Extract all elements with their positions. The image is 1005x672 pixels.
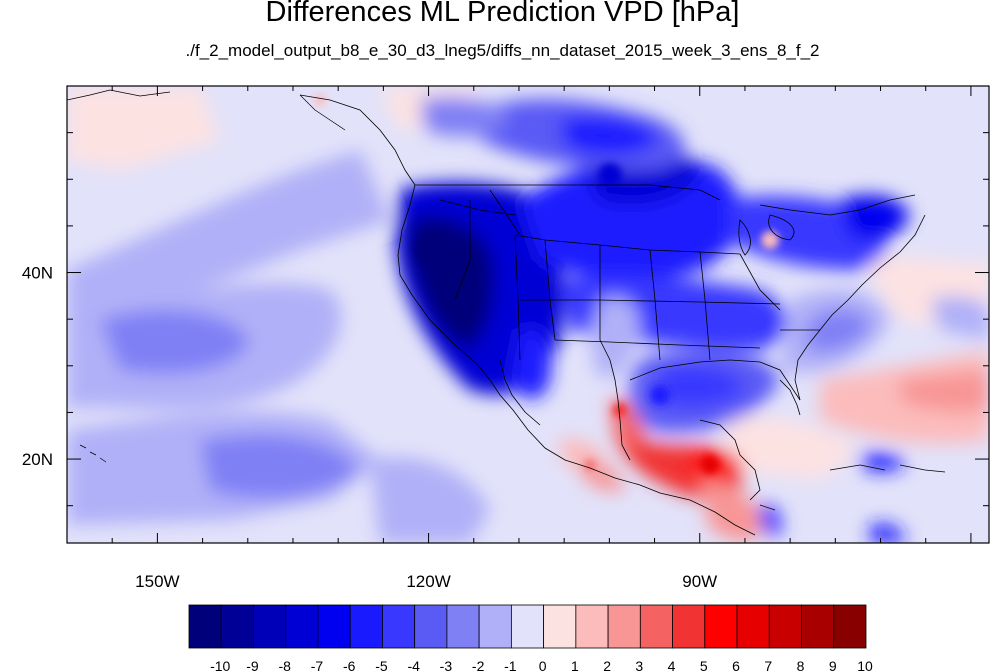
map-field — [67, 86, 989, 543]
colorbar-label: -3 — [440, 658, 453, 672]
colorbar-label: -2 — [472, 658, 485, 672]
colorbar-label: -6 — [343, 658, 356, 672]
colorbar-box — [768, 604, 802, 649]
colorbar-box — [704, 604, 738, 649]
colorbar-label: -7 — [311, 658, 324, 672]
colorbar-label: 1 — [571, 658, 579, 672]
colorbar-box — [543, 604, 577, 649]
coastlines — [299, 94, 926, 536]
map-subtitle: ./f_2_model_output_b8_e_30_d3_lneg5/diff… — [185, 41, 820, 60]
colorbar-box — [446, 604, 480, 649]
colorbar-label: 7 — [764, 658, 772, 672]
lon-tick-label: 150W — [135, 572, 179, 591]
colorbar-box — [672, 604, 706, 649]
islands — [67, 89, 946, 511]
colorbar-label: 6 — [732, 658, 740, 672]
colorbar-box — [575, 604, 609, 649]
colorbar-label: 5 — [700, 658, 708, 672]
colorbar-box — [253, 604, 287, 649]
map-title: Differences ML Prediction VPD [hPa] — [265, 0, 740, 28]
colorbar-label: -4 — [407, 658, 420, 672]
colorbar-label: -1 — [504, 658, 517, 672]
map-frame — [66, 85, 990, 544]
colorbar-box — [220, 604, 254, 649]
colorbar — [188, 604, 867, 649]
colorbar-box — [801, 604, 835, 649]
colorbar-label: 10 — [857, 658, 873, 672]
colorbar-label: 0 — [539, 658, 547, 672]
colorbar-box — [833, 604, 867, 649]
colorbar-label: 2 — [603, 658, 611, 672]
lon-tick-label: 120W — [406, 572, 450, 591]
colorbar-box — [478, 604, 512, 649]
colorbar-box — [639, 604, 673, 649]
colorbar-label: 8 — [797, 658, 805, 672]
colorbar-box — [736, 604, 770, 649]
colorbar-box — [188, 604, 222, 649]
colorbar-label: -9 — [246, 658, 259, 672]
colorbar-box — [382, 604, 416, 649]
colorbar-box — [285, 604, 319, 649]
colorbar-box — [349, 604, 383, 649]
lon-tick-label: 90W — [682, 572, 717, 591]
colorbar-box — [510, 604, 545, 649]
colorbar-label: -5 — [375, 658, 388, 672]
colorbar-label: -8 — [278, 658, 291, 672]
colorbar-box — [414, 604, 448, 649]
colorbar-label: 9 — [829, 658, 837, 672]
lat-tick-label: 20N — [22, 450, 53, 469]
colorbar-label: 4 — [668, 658, 676, 672]
colorbar-label: -10 — [210, 658, 230, 672]
colorbar-box — [317, 604, 351, 649]
colorbar-labels: -10 -9 -8 -7 -6 -5 -4 -3 -2 -1 0 1 2 3 4 5 6 7 8 9 10 — [210, 658, 873, 672]
lat-tick-label: 40N — [22, 264, 53, 283]
colorbar-label: 3 — [635, 658, 643, 672]
colorbar-box — [607, 604, 641, 649]
